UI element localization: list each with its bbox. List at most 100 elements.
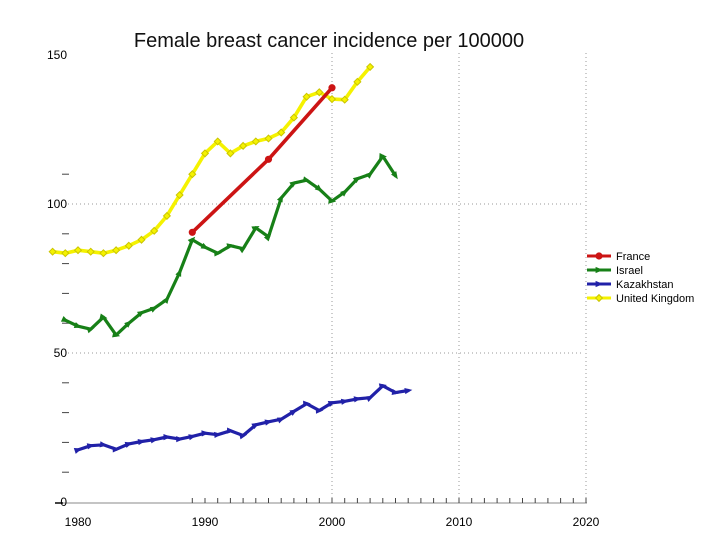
series-france (188, 84, 336, 236)
legend-item-united-kingdom-label: United Kingdom (616, 293, 694, 305)
x-tick-label-2020: 2020 (573, 515, 600, 529)
series-israel-marker (340, 189, 348, 197)
series-kazakhstan (73, 383, 413, 454)
series-united-kingdom (48, 62, 375, 258)
series-kazakhstan-marker (365, 395, 374, 403)
series-united-kingdom-marker (137, 235, 146, 244)
legend-item-kazakhstan: Kazakhstan (587, 279, 673, 291)
series-israel-marker (302, 176, 311, 183)
series-israel-marker (200, 242, 209, 250)
series-israel-marker (391, 171, 398, 180)
y-tick-label-150: 150 (47, 48, 67, 62)
series-israel-marker (365, 171, 374, 179)
x-tick-label-2010: 2010 (446, 515, 473, 529)
series-israel-marker (60, 315, 70, 323)
series-united-kingdom-marker (251, 137, 260, 146)
series-kazakhstan-marker (404, 388, 413, 395)
series-group (48, 62, 413, 454)
series-united-kingdom-marker (175, 190, 184, 200)
series-united-kingdom-marker (48, 247, 57, 256)
series-kazakhstan-marker (226, 427, 235, 434)
series-united-kingdom-marker (61, 249, 70, 258)
series-kazakhstan-marker (150, 437, 159, 444)
series-united-kingdom-marker (111, 246, 121, 255)
series-israel-marker (175, 268, 182, 277)
series-israel-marker (112, 331, 121, 338)
series-united-kingdom-marker (150, 226, 159, 235)
series-israel-marker (238, 246, 247, 254)
series-israel-marker (263, 233, 272, 242)
series-united-kingdom-marker (99, 249, 108, 258)
series-israel-marker (352, 176, 361, 184)
legend: France Israel Kazakhstan United Kingdom (587, 251, 694, 305)
series-france-marker (188, 228, 196, 236)
series-israel-marker (251, 226, 260, 233)
series-united-kingdom-marker (340, 95, 349, 104)
x-tick-label-1990: 1990 (192, 515, 219, 529)
series-kazakhstan-marker (315, 407, 324, 414)
series-kazakhstan-marker (391, 388, 400, 396)
series-kazakhstan-marker (303, 400, 311, 407)
x-tick-label-1980: 1980 (65, 515, 92, 529)
series-united-kingdom-marker (86, 247, 95, 256)
series-israel-marker (328, 197, 337, 204)
legend-item-france: France (587, 251, 650, 263)
series-israel-marker (379, 153, 387, 160)
series-kazakhstan-marker (176, 436, 184, 443)
series-israel-marker (86, 327, 95, 334)
series-israel-marker (162, 295, 170, 304)
series-united-kingdom-marker (289, 113, 299, 122)
series-united-kingdom-marker (73, 246, 83, 255)
series-kazakhstan-marker (251, 422, 260, 430)
series-kazakhstan-marker (214, 431, 222, 439)
series-united-kingdom-marker (365, 62, 375, 72)
series-israel-marker (73, 322, 82, 328)
legend-item-france-label: France (616, 251, 650, 263)
tick-labels-group: 0 50 100 150 1980 1990 2000 2010 2020 (47, 48, 600, 529)
series-kazakhstan-marker (378, 383, 387, 390)
series-kazakhstan-marker (289, 409, 298, 416)
series-france-marker (264, 155, 273, 163)
legend-item-israel-marker (595, 266, 604, 274)
series-kazakhstan-marker (137, 438, 146, 446)
series-united-kingdom-marker (302, 92, 311, 101)
series-united-kingdom-marker (226, 149, 235, 158)
series-united-kingdom-marker (353, 77, 362, 86)
series-israel-marker (314, 184, 323, 192)
legend-item-united-kingdom: United Kingdom (587, 293, 694, 305)
series-united-kingdom-marker (162, 211, 172, 221)
axes-group (55, 173, 587, 504)
y-tick-label-50: 50 (54, 346, 68, 360)
series-kazakhstan-marker (124, 441, 133, 448)
series-france-marker (328, 84, 336, 92)
legend-item-israel: Israel (587, 265, 643, 277)
series-united-kingdom-marker (264, 134, 273, 143)
series-kazakhstan-marker (201, 430, 210, 437)
series-israel-marker (124, 320, 132, 328)
series-united-kingdom-marker (188, 170, 197, 179)
series-united-kingdom-marker (124, 241, 133, 250)
series-kazakhstan-marker (188, 434, 197, 441)
series-israel (60, 153, 398, 338)
series-israel-marker (226, 243, 235, 250)
series-israel-marker (276, 194, 283, 203)
series-united-kingdom-line (50, 65, 372, 255)
series-kazakhstan-marker (112, 446, 121, 453)
series-united-kingdom-marker (238, 141, 248, 150)
legend-item-kazakhstan-label: Kazakhstan (616, 279, 673, 291)
series-kazakhstan-marker (276, 417, 286, 424)
legend-item-united-kingdom-marker (594, 293, 604, 303)
series-kazakhstan-marker (239, 433, 248, 440)
legend-item-kazakhstan-marker (595, 280, 604, 288)
series-kazakhstan-marker (73, 447, 82, 454)
series-israel-marker (149, 306, 158, 313)
series-kazakhstan-marker (340, 398, 349, 405)
series-israel-marker (289, 180, 298, 188)
series-kazakhstan-marker (264, 419, 273, 426)
series-united-kingdom-marker (277, 128, 286, 137)
chart-title: Female breast cancer incidence per 10000… (134, 30, 524, 52)
gridlines-group (68, 53, 587, 503)
series-israel-marker (187, 236, 196, 245)
